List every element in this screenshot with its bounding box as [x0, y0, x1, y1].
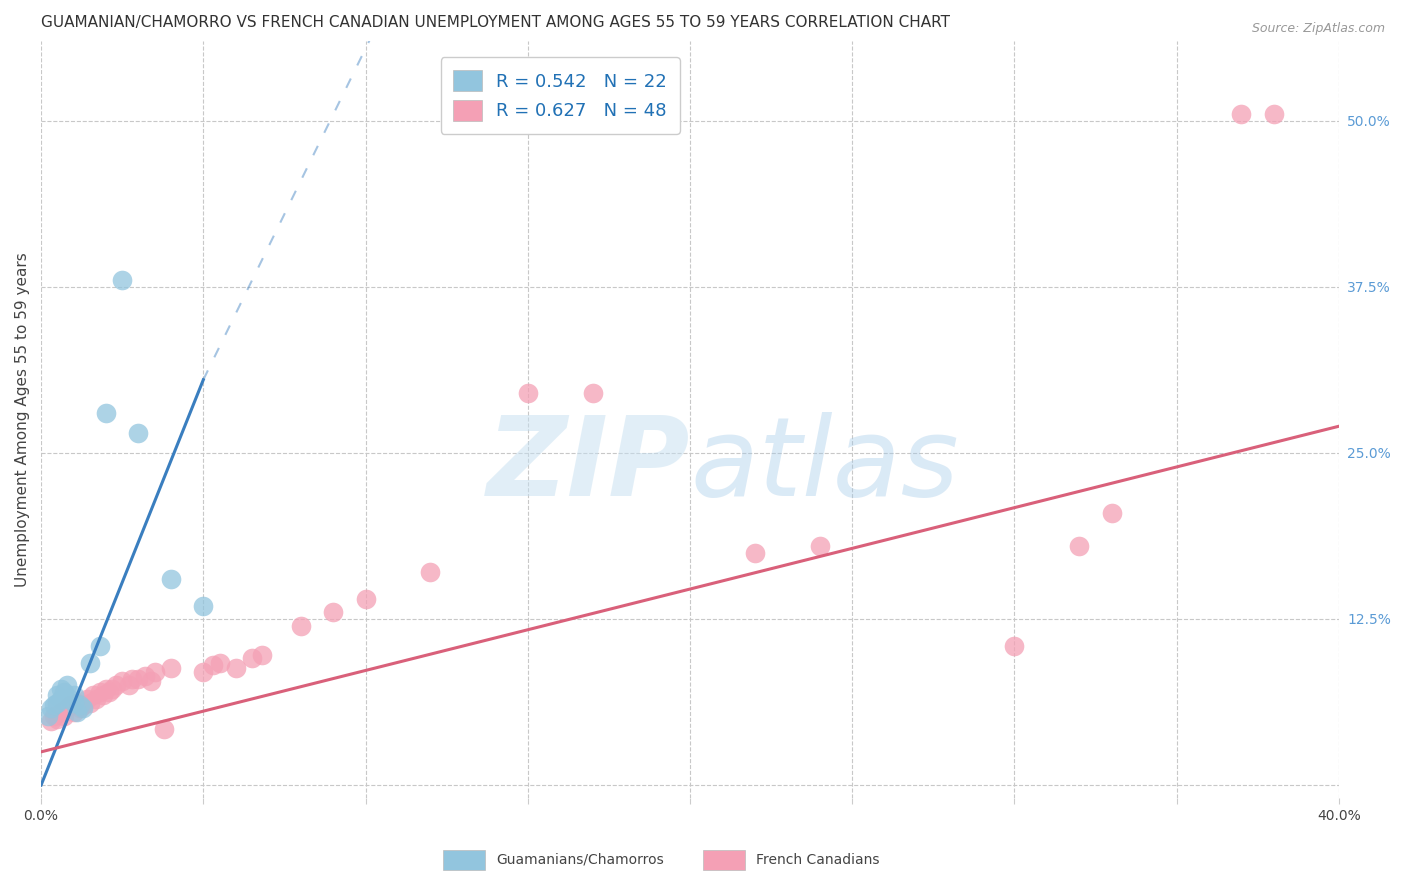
Point	[49, 691, 72, 706]
Point	[46, 696, 69, 710]
Point	[141, 674, 163, 689]
Point	[66, 696, 89, 710]
Point	[42, 709, 65, 723]
Point	[37, 709, 59, 723]
Point	[1002, 639, 1025, 653]
Point	[79, 696, 101, 710]
Point	[581, 386, 603, 401]
Text: Source: ZipAtlas.com: Source: ZipAtlas.com	[1251, 22, 1385, 36]
Point	[69, 701, 91, 715]
Point	[56, 678, 79, 692]
Text: French Canadians: French Canadians	[756, 853, 880, 867]
Point	[290, 618, 312, 632]
Point	[94, 682, 117, 697]
Point	[66, 705, 89, 719]
Point	[46, 712, 69, 726]
Point	[118, 678, 141, 692]
Point	[101, 682, 124, 697]
Point	[250, 648, 273, 662]
Point	[89, 639, 111, 653]
Point	[160, 572, 183, 586]
Point	[72, 698, 94, 713]
Point	[744, 545, 766, 559]
Point	[153, 723, 176, 737]
Point	[143, 665, 166, 680]
Point	[62, 705, 84, 719]
Point	[72, 701, 94, 715]
Point	[134, 669, 156, 683]
Point	[193, 599, 215, 613]
Point	[62, 696, 84, 710]
Point	[46, 688, 69, 702]
Point	[127, 425, 149, 440]
Point	[39, 701, 62, 715]
Point	[42, 698, 65, 713]
Y-axis label: Unemployment Among Ages 55 to 59 years: Unemployment Among Ages 55 to 59 years	[15, 252, 30, 587]
Point	[1263, 107, 1285, 121]
Point	[91, 688, 114, 702]
Point	[121, 672, 143, 686]
Point	[79, 656, 101, 670]
Point	[419, 566, 441, 580]
Text: GUAMANIAN/CHAMORRO VS FRENCH CANADIAN UNEMPLOYMENT AMONG AGES 55 TO 59 YEARS COR: GUAMANIAN/CHAMORRO VS FRENCH CANADIAN UN…	[41, 15, 950, 30]
Point	[82, 688, 104, 702]
Point	[160, 661, 183, 675]
Point	[354, 592, 377, 607]
Point	[1069, 539, 1091, 553]
Point	[52, 685, 75, 699]
Point	[322, 605, 344, 619]
Point	[84, 691, 107, 706]
Point	[808, 539, 831, 553]
Point	[59, 698, 82, 713]
Point	[56, 701, 79, 715]
Point	[94, 406, 117, 420]
Point	[240, 650, 263, 665]
Text: atlas: atlas	[690, 411, 959, 518]
Text: ZIP: ZIP	[486, 411, 690, 518]
Point	[59, 691, 82, 706]
Point	[111, 674, 134, 689]
Point	[62, 688, 84, 702]
Point	[1101, 506, 1123, 520]
Text: Guamanians/Chamorros: Guamanians/Chamorros	[496, 853, 664, 867]
Point	[104, 678, 127, 692]
Point	[98, 685, 121, 699]
Point	[76, 691, 98, 706]
Point	[193, 665, 215, 680]
Point	[39, 714, 62, 729]
Point	[49, 682, 72, 697]
Point	[225, 661, 247, 675]
Point	[89, 685, 111, 699]
Point	[202, 658, 225, 673]
Point	[127, 672, 149, 686]
Point	[1230, 107, 1253, 121]
Point	[516, 386, 538, 401]
Point	[69, 698, 91, 713]
Point	[52, 709, 75, 723]
Point	[111, 273, 134, 287]
Legend: R = 0.542   N = 22, R = 0.627   N = 48: R = 0.542 N = 22, R = 0.627 N = 48	[440, 57, 681, 134]
Point	[208, 656, 231, 670]
Point	[49, 705, 72, 719]
